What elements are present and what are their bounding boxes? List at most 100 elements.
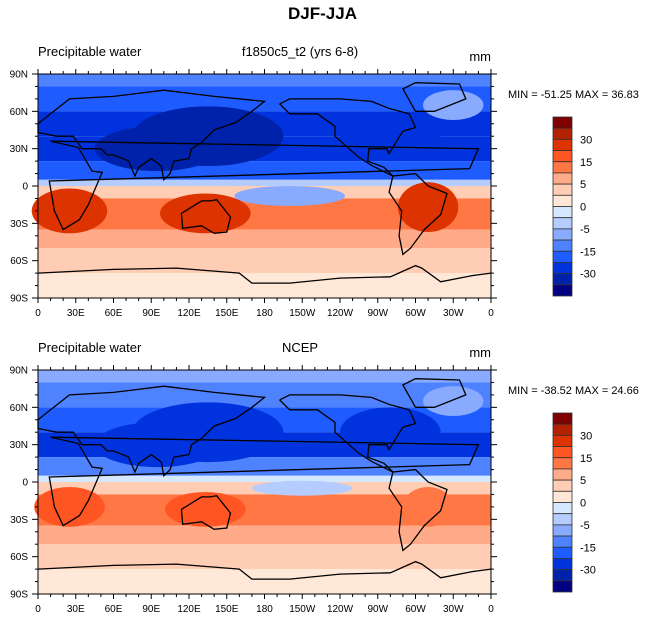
colorbar-box [552,161,573,174]
y-tick-label: 90S [10,294,28,305]
x-tick-label: 90W [367,604,388,615]
data-anomaly [165,491,246,527]
x-tick-label: 30E [67,308,85,319]
colorbar-box [552,150,573,163]
y-tick-label: 0 [22,478,28,489]
colorbar-box [552,228,573,241]
colorbar-label: 15 [580,157,592,169]
x-tick-label: 30E [67,604,85,615]
x-tick-label: 150W [289,308,316,319]
x-tick-label: 180 [256,308,273,319]
colorbar-label: -15 [580,246,596,258]
panel-ncep: Precipitable water NCEP mm MIN = -38.52 … [0,340,645,640]
x-tick-label: 90E [142,604,160,615]
y-tick-label: 90S [10,590,28,601]
data-anomaly [234,186,346,206]
colorbar-label: 0 [580,202,586,214]
coastline [401,82,467,112]
colorbar-label: -30 [580,269,596,281]
colorbar-box [552,524,573,537]
coastline [279,98,417,177]
y-tick-label: 30S [10,515,28,526]
x-tick-label: 120W [327,604,354,615]
data-anomaly [423,386,484,417]
colorbar-box [552,138,573,151]
data-bands [34,370,491,594]
colorbar-label: 30 [580,430,592,442]
data-band [38,179,491,186]
data-band [38,273,491,298]
coastline [37,264,492,284]
colorbar-label: -5 [580,224,590,236]
colorbar-label: -30 [580,565,596,577]
coastline [180,198,232,234]
y-tick-label: 30S [10,219,28,230]
data-band [38,74,491,87]
data-anomaly [340,407,441,458]
data-band [38,86,491,112]
colorbar-box [552,502,573,515]
colorbar-box [552,479,573,492]
colorbar-box [552,558,573,571]
coastline [48,140,480,231]
coastline [388,468,448,552]
colorbar-box [552,262,573,275]
panel-center-title: NCEP [281,340,319,355]
coastline [37,560,492,580]
x-tick-label: 30W [443,308,464,319]
x-tick-label: 60E [105,604,123,615]
data-anomaly [402,486,454,527]
colorbar-box [552,183,573,196]
x-tick-label: 30W [443,604,464,615]
coastline [37,89,267,182]
data-bands [31,74,491,298]
colorbar-box [552,569,573,582]
colorbar-box [552,194,573,207]
x-tick-label: 150E [215,604,239,615]
coastline [37,385,267,478]
x-tick-label: 150W [289,604,316,615]
colorbar-box [552,490,573,503]
main-title: DJF-JJA [288,4,357,23]
colorbar-box [552,468,573,481]
coastlines [37,378,492,580]
coastlines [37,82,492,284]
data-anomaly [340,111,441,162]
colorbar-box [552,457,573,470]
data-anomaly [34,486,105,527]
data-band [38,370,491,383]
coastline [401,378,467,408]
colorbar-label: -15 [580,542,596,554]
coastline [279,394,417,473]
panel-left-title: Precipitable water [38,44,142,59]
colorbar-box [552,412,573,425]
x-tick-label: 120E [177,604,201,615]
y-tick-label: 60S [10,552,28,563]
colorbar-label: 15 [580,453,592,465]
coastline [48,436,480,527]
colorbar-box [552,535,573,548]
coastline [388,172,448,256]
colorbar-label: -5 [580,520,590,532]
colorbar-box [552,250,573,263]
colorbar-box [552,423,573,436]
data-anomaly [397,182,459,233]
colorbar-box [552,127,573,140]
panel-units: mm [469,49,491,64]
colorbar-label: 30 [580,134,592,146]
data-anomaly [31,188,108,234]
panel-units: mm [469,345,491,360]
colorbar-box [552,217,573,230]
x-tick-label: 0 [35,308,41,319]
y-tick-label: 90N [10,366,28,377]
min-max-label: MIN = -51.25 MAX = 36.83 [508,89,639,101]
x-tick-label: 120W [327,308,354,319]
data-band [38,229,491,249]
y-tick-label: 30N [10,144,28,155]
colorbar-box [552,284,573,297]
x-tick-label: 150E [215,308,239,319]
y-tick-label: 60N [10,403,28,414]
data-anomaly [423,90,484,121]
colorbar-box [552,239,573,252]
data-band [38,382,491,408]
